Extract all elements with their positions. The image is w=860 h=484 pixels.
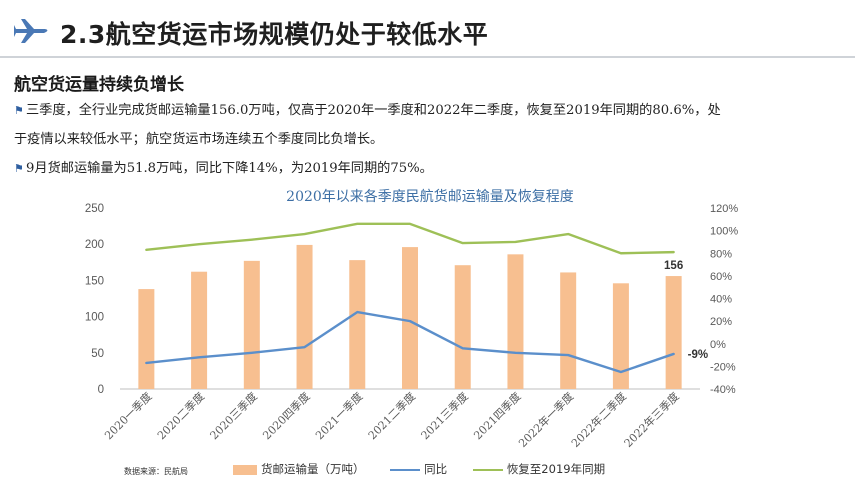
x-tick-label: 2022年二季度 <box>568 389 629 450</box>
legend-item-yoy: 同比 <box>390 461 447 477</box>
y-right-tick-label: -20% <box>710 361 736 373</box>
paragraph-1-cont: 于疫情以来较低水平；航空货运市场连续五个季度同比负增长。 <box>14 132 384 147</box>
bar-3 <box>243 260 260 389</box>
bar-10 <box>612 283 629 389</box>
x-tick-label: 2022年三季度 <box>621 389 682 450</box>
yoy-line <box>145 310 675 374</box>
flag-bullet-icon: ⚑ <box>14 104 24 117</box>
x-tick-label: 2022年一季度 <box>515 389 576 450</box>
y-right-tick-label: 60% <box>710 271 732 283</box>
x-tick-label: 2021三季度 <box>418 389 471 442</box>
y-right-tick-label: 40% <box>710 294 732 306</box>
x-tick-label: 2021二季度 <box>365 389 418 442</box>
y-right-tick-label: 20% <box>710 316 732 328</box>
y-right-tick-label: 0% <box>710 339 726 351</box>
bar-4 <box>296 244 313 389</box>
legend-label-yoy: 同比 <box>424 462 448 476</box>
y-left-tick-label: 100 <box>85 312 104 324</box>
bar-7 <box>454 265 471 389</box>
flag-bullet-icon: ⚑ <box>14 162 24 175</box>
paragraph-2: ⚑ 9月货邮运输量为51.8万吨，同比下降14%，为2019年同期的75%。 <box>14 157 433 176</box>
y-left-tick-label: 150 <box>85 275 104 287</box>
data-label-volume: 156 <box>664 260 683 272</box>
paragraph-1: ⚑ 三季度，全行业完成货邮运输量156.0万吨，仅高于2020年一季度和2022年… <box>14 99 721 118</box>
x-tick-label: 2021一季度 <box>312 389 365 442</box>
y-left-tick-label: 0 <box>98 384 104 396</box>
y-right-tick-label: 100% <box>710 226 738 238</box>
y-right-tick-label: 80% <box>710 248 732 260</box>
bar-6 <box>402 247 418 389</box>
bar-8 <box>507 254 524 389</box>
title-divider <box>0 56 855 58</box>
x-tick-label: 2020二季度 <box>154 389 207 442</box>
recovery-line <box>145 222 675 255</box>
legend-label-recovery: 恢复至2019年同期 <box>506 462 606 476</box>
legend-swatch-bar <box>233 464 257 475</box>
y-left-tick-label: 250 <box>85 203 104 215</box>
y-right-tick-label: -40% <box>710 384 736 396</box>
chart-legend: 货邮运输量（万吨） 同比 恢复至2019年同期 <box>233 461 627 477</box>
x-tick-label: 2020四季度 <box>260 389 313 442</box>
bar-11 <box>665 276 682 389</box>
y-left-tick-label: 50 <box>91 348 104 360</box>
x-tick-label: 2020三季度 <box>207 389 260 442</box>
legend-label-volume: 货邮运输量（万吨） <box>261 462 365 476</box>
bar-2 <box>191 271 208 389</box>
section-subheading: 航空货运量持续负增长 <box>14 75 184 95</box>
title-bar: 2.3航空货运市场规模仍处于较低水平 <box>0 0 860 64</box>
legend-item-volume: 货邮运输量（万吨） <box>233 461 365 477</box>
page-title: 2.3航空货运市场规模仍处于较低水平 <box>60 20 489 49</box>
bar-5 <box>349 260 366 389</box>
bar-9 <box>560 272 577 389</box>
data-source: 数据来源：民航局 <box>124 467 188 476</box>
y-left-tick-label: 200 <box>85 239 104 251</box>
legend-item-recovery: 恢复至2019年同期 <box>472 461 606 477</box>
legend-swatch-recovery <box>472 468 503 471</box>
data-label-yoy: -9% <box>688 349 708 361</box>
paragraph-1-text: 三季度，全行业完成货邮运输量156.0万吨，仅高于2020年一季度和2022年二… <box>26 103 721 118</box>
y-right-tick-label: 120% <box>710 203 738 215</box>
x-tick-label: 2021四季度 <box>471 389 524 442</box>
paragraph-2-text: 9月货邮运输量为51.8万吨，同比下降14%，为2019年同期的75%。 <box>26 161 433 176</box>
chart-title: 2020年以来各季度民航货邮运输量及恢复程度 <box>286 189 574 205</box>
legend-swatch-yoy <box>390 468 421 471</box>
airplane-icon <box>14 19 48 43</box>
bar-1 <box>138 289 155 389</box>
x-tick-label: 2020一季度 <box>101 389 154 442</box>
